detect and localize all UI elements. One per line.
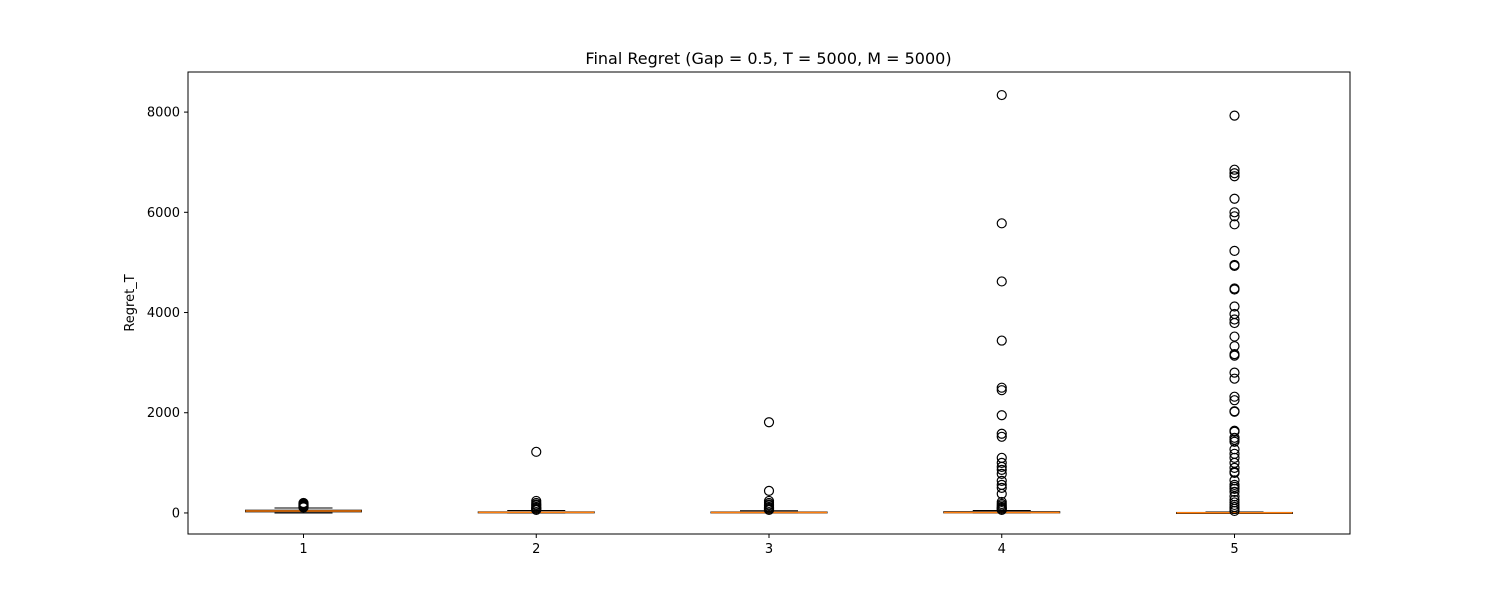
outlier-point xyxy=(996,457,1007,468)
outlier-point xyxy=(1229,317,1240,329)
outlier-point xyxy=(1229,373,1240,384)
outlier-point xyxy=(996,431,1007,442)
outlier-point xyxy=(1229,207,1240,218)
plot-frame xyxy=(187,71,1351,535)
outlier-point xyxy=(1229,452,1240,463)
outlier-point xyxy=(996,89,1007,101)
x-tick-label: 1 xyxy=(299,542,307,557)
outlier-point xyxy=(1229,260,1240,272)
outlier-point xyxy=(1229,171,1240,182)
outlier-point xyxy=(1229,164,1240,175)
outlier-point xyxy=(1229,211,1240,222)
outlier-point xyxy=(1229,314,1240,325)
outlier-point xyxy=(763,485,775,497)
outlier-point xyxy=(1229,483,1240,495)
outlier-point xyxy=(1229,193,1240,204)
outlier-point xyxy=(763,504,775,516)
y-tick-label: 0 xyxy=(172,506,180,521)
outlier-point xyxy=(531,446,542,457)
y-axis: 0 2000 4000 6000 8000 xyxy=(147,106,188,521)
outlier-point xyxy=(1229,284,1240,295)
outlier-point xyxy=(996,335,1007,346)
outlier-point xyxy=(1229,367,1240,378)
x-tick-label: 3 xyxy=(765,542,773,557)
outlier-point xyxy=(996,428,1007,439)
y-tick-label: 8000 xyxy=(147,106,180,121)
box-group-3 xyxy=(710,417,828,516)
outlier-point xyxy=(1229,406,1240,417)
outlier-point xyxy=(1229,462,1240,473)
outlier-point xyxy=(996,276,1007,287)
outlier-point xyxy=(1229,505,1240,517)
outlier-point xyxy=(531,504,542,516)
chart-title: Final Regret (Gap = 0.5, T = 5000, M = 5… xyxy=(585,49,951,68)
outlier-point xyxy=(996,475,1007,486)
x-tick-label: 5 xyxy=(1230,542,1238,557)
outlier-point xyxy=(1229,436,1240,447)
box-group-5 xyxy=(1176,110,1293,517)
outlier-point xyxy=(298,497,309,509)
box-group-1 xyxy=(245,497,362,514)
x-tick-label: 2 xyxy=(532,542,540,557)
y-tick-label: 6000 xyxy=(147,206,180,221)
y-tick-label: 4000 xyxy=(147,306,180,321)
outlier-point xyxy=(1229,110,1240,121)
outlier-point xyxy=(1229,301,1240,312)
outlier-point xyxy=(996,482,1007,494)
outlier-point xyxy=(996,385,1007,396)
outlier-point xyxy=(1229,486,1240,498)
outlier-point xyxy=(1229,391,1240,402)
y-tick-label: 2000 xyxy=(147,406,180,421)
y-axis-title: Regret_T xyxy=(123,274,138,331)
outlier-point xyxy=(1229,350,1240,361)
outlier-point xyxy=(996,488,1007,500)
outlier-point xyxy=(1229,426,1240,437)
outlier-point xyxy=(996,410,1007,421)
box-group-4 xyxy=(943,89,1061,516)
outlier-point xyxy=(1229,245,1240,256)
outlier-point xyxy=(996,468,1007,479)
outlier-point xyxy=(996,382,1007,393)
plot-marks xyxy=(245,89,1293,517)
x-axis: 1 2 3 4 5 xyxy=(299,534,1239,557)
x-tick-label: 4 xyxy=(998,542,1006,557)
outlier-point xyxy=(1229,168,1240,179)
outlier-point xyxy=(1229,467,1240,478)
outlier-point xyxy=(996,218,1007,229)
outlier-point xyxy=(996,461,1007,472)
outlier-point xyxy=(996,464,1007,475)
outlier-point xyxy=(763,417,775,428)
outlier-point xyxy=(1229,219,1240,230)
outlier-point xyxy=(1229,331,1240,342)
outlier-point xyxy=(1229,395,1240,406)
outlier-point xyxy=(996,504,1007,516)
box-group-2 xyxy=(477,446,595,516)
